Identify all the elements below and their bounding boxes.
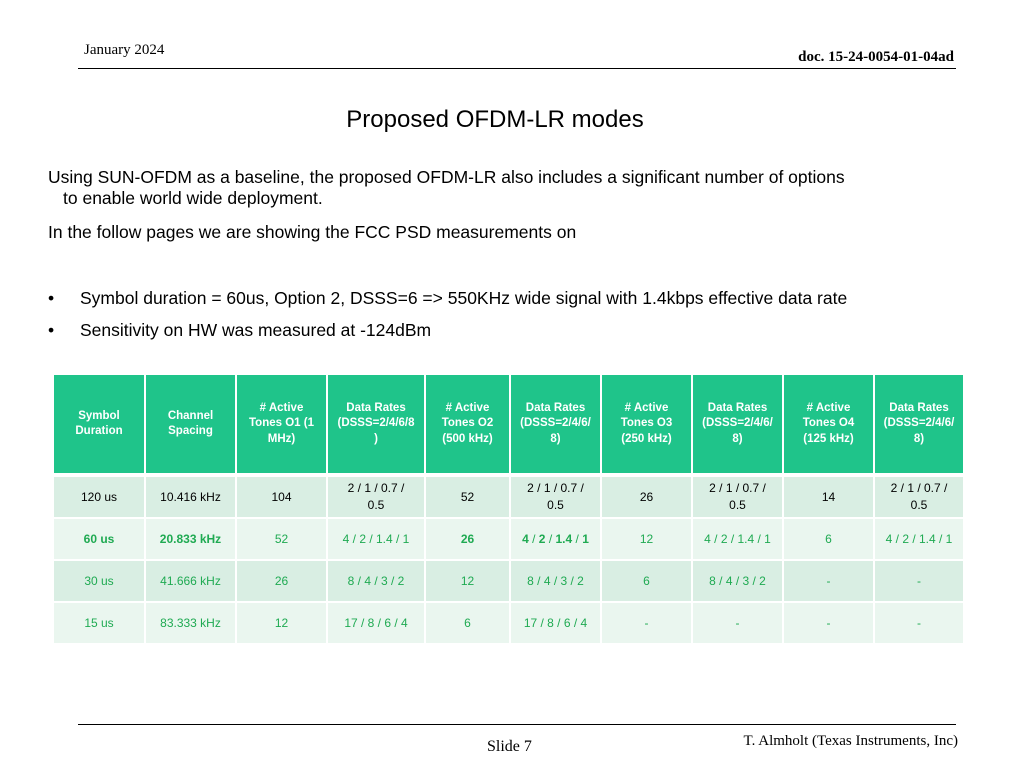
cell-active-tones-o1: 12 bbox=[236, 602, 328, 645]
header-data-rates-o3: Data Rates (DSSS=2/4/6/8) bbox=[692, 375, 784, 477]
cell-symbol-duration: 15 us bbox=[54, 602, 146, 645]
header-data-rates-o1: Data Rates (DSSS=2/4/6/8) bbox=[327, 375, 426, 477]
header-data-rates-o4: Data Rates (DSSS=2/4/6/8) bbox=[874, 375, 965, 477]
bullet-text: Symbol duration = 60us, Option 2, DSSS=6… bbox=[80, 288, 848, 308]
header-active-tones-o1: # Active Tones O1 (1 MHz) bbox=[236, 375, 328, 477]
cell-channel-spacing: 41.666 kHz bbox=[145, 560, 237, 603]
cell-active-tones-o4: 6 bbox=[783, 518, 875, 561]
cell-data-rates-o4: 4 / 2 / 1.4 / 1 bbox=[874, 518, 965, 561]
cell-active-tones-o2: 6 bbox=[425, 602, 511, 645]
header-date: January 2024 bbox=[84, 42, 165, 58]
header-symbol-duration: Symbol Duration bbox=[54, 375, 146, 477]
cell-data-rates-o4: 2 / 1 / 0.7 /0.5 bbox=[874, 475, 965, 519]
cell-data-rates-o4: - bbox=[874, 560, 965, 603]
cell-active-tones-o4: - bbox=[783, 602, 875, 645]
cell-active-tones-o1: 104 bbox=[236, 475, 328, 519]
header-active-tones-o4: # Active Tones O4 (125 kHz) bbox=[783, 375, 875, 477]
cell-active-tones-o2: 52 bbox=[425, 475, 511, 519]
cell-data-rates-o2: 4 / 2 / 1.4 / 1 bbox=[510, 518, 602, 561]
header-data-rates-o2: Data Rates (DSSS=2/4/6/8) bbox=[510, 375, 602, 477]
cell-active-tones-o3: 26 bbox=[601, 475, 693, 519]
cell-active-tones-o4: - bbox=[783, 560, 875, 603]
table-row-60us: 60 us 20.833 kHz 52 4 / 2 / 1.4 / 1 26 4… bbox=[54, 518, 965, 561]
cell-active-tones-o3: - bbox=[601, 602, 693, 645]
ofdm-lr-modes-table: Symbol Duration Channel Spacing # Active To… bbox=[54, 375, 965, 645]
intro-line-2: to enable world wide deployment. bbox=[63, 188, 323, 208]
cell-data-rates-o1: 17 / 8 / 6 / 4 bbox=[327, 602, 426, 645]
intro-line-1: Using SUN-OFDM as a baseline, the propos… bbox=[48, 167, 845, 187]
cell-data-rates-o2: 2 / 1 / 0.7 /0.5 bbox=[510, 475, 602, 519]
cell-active-tones-o2: 12 bbox=[425, 560, 511, 603]
cell-data-rates-o3: - bbox=[692, 602, 784, 645]
cell-symbol-duration: 60 us bbox=[54, 518, 146, 561]
header-active-tones-o3: # Active Tones O3 (250 kHz) bbox=[601, 375, 693, 477]
header-active-tones-o2: # Active Tones O2 (500 kHz) bbox=[425, 375, 511, 477]
bullet-marker: • bbox=[48, 288, 55, 308]
cell-data-rates-o1: 8 / 4 / 3 / 2 bbox=[327, 560, 426, 603]
table-row-15us: 15 us 83.333 kHz 12 17 / 8 / 6 / 4 6 17 … bbox=[54, 602, 965, 645]
cell-active-tones-o3: 6 bbox=[601, 560, 693, 603]
table-header-row: Symbol Duration Channel Spacing # Active To… bbox=[54, 375, 965, 477]
cell-active-tones-o4: 14 bbox=[783, 475, 875, 519]
bullet-text: Sensitivity on HW was measured at -124dB… bbox=[80, 320, 432, 340]
cell-data-rates-o1: 2 / 1 / 0.7 /0.5 bbox=[327, 475, 426, 519]
cell-data-rates-o2: 17 / 8 / 6 / 4 bbox=[510, 602, 602, 645]
header-divider bbox=[78, 68, 956, 69]
cell-symbol-duration: 120 us bbox=[54, 475, 146, 519]
cell-data-rates-o3: 4 / 2 / 1.4 / 1 bbox=[692, 518, 784, 561]
cell-channel-spacing: 83.333 kHz bbox=[145, 602, 237, 645]
cell-channel-spacing: 10.416 kHz bbox=[145, 475, 237, 519]
table-row-120us: 120 us 10.416 kHz 104 2 / 1 / 0.7 /0.5 5… bbox=[54, 475, 965, 519]
cell-channel-spacing: 20.833 kHz bbox=[145, 518, 237, 561]
cell-data-rates-o4: - bbox=[874, 602, 965, 645]
measurement-paragraph: In the follow pages we are showing the F… bbox=[48, 222, 577, 242]
footer-author: T. Almholt (Texas Instruments, Inc) bbox=[743, 733, 958, 749]
slide-title: Proposed OFDM-LR modes bbox=[346, 106, 644, 133]
header-channel-spacing: Channel Spacing bbox=[145, 375, 237, 477]
cell-data-rates-o1: 4 / 2 / 1.4 / 1 bbox=[327, 518, 426, 561]
footer-divider bbox=[78, 724, 956, 725]
cell-active-tones-o2: 26 bbox=[425, 518, 511, 561]
bullet-marker: • bbox=[48, 320, 55, 340]
cell-data-rates-o3: 2 / 1 / 0.7 /0.5 bbox=[692, 475, 784, 519]
intro-paragraph: Using SUN-OFDM as a baseline, the propos… bbox=[48, 167, 988, 209]
cell-active-tones-o3: 12 bbox=[601, 518, 693, 561]
cell-symbol-duration: 30 us bbox=[54, 560, 146, 603]
cell-active-tones-o1: 52 bbox=[236, 518, 328, 561]
table-row-30us: 30 us 41.666 kHz 26 8 / 4 / 3 / 2 12 8 /… bbox=[54, 560, 965, 603]
slide-number: Slide 7 bbox=[487, 738, 532, 755]
header-doc-id: doc. 15-24-0054-01-04ad bbox=[798, 49, 954, 65]
cell-data-rates-o2: 8 / 4 / 3 / 2 bbox=[510, 560, 602, 603]
cell-data-rates-o3: 8 / 4 / 3 / 2 bbox=[692, 560, 784, 603]
cell-active-tones-o1: 26 bbox=[236, 560, 328, 603]
